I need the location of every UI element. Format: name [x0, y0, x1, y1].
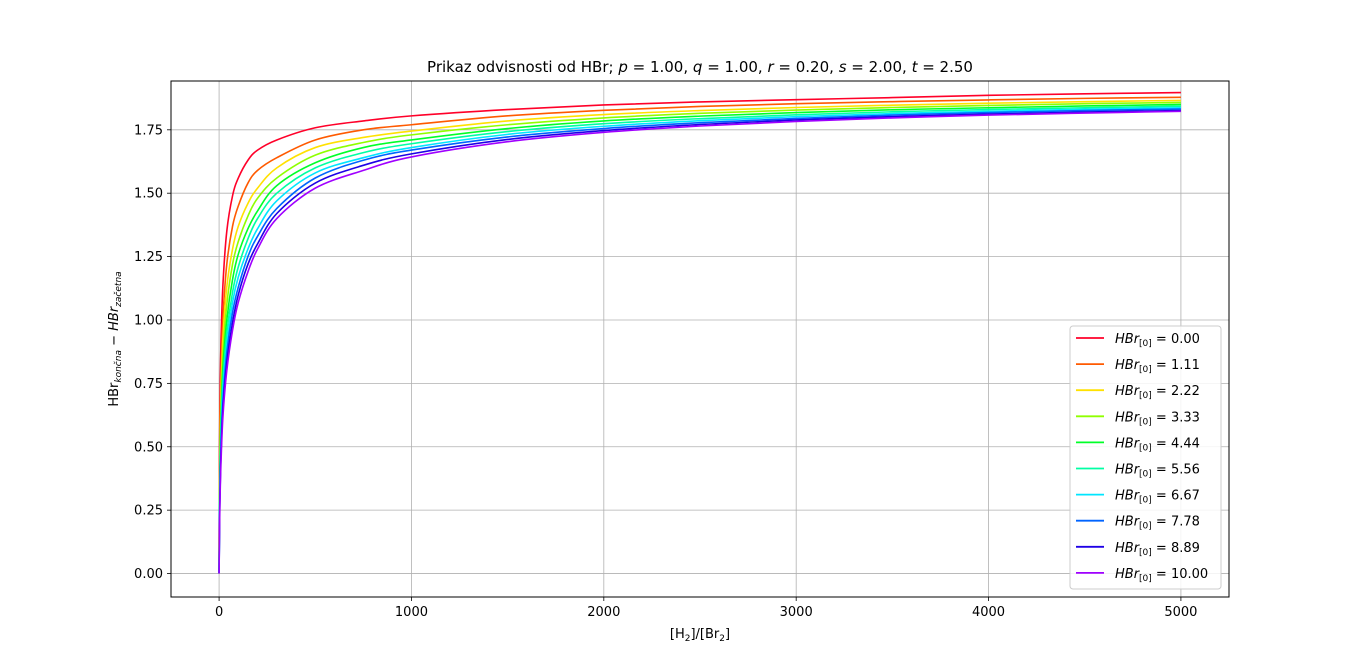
series-line-7 — [218, 108, 1181, 574]
legend-label: HBr[0] = 6.67 — [1115, 489, 1200, 506]
y-tick-label: 0.50 — [134, 440, 163, 455]
legend-entry-7: HBr[0] = 7.78 — [1076, 515, 1200, 532]
x-tick-label: 3000 — [780, 605, 813, 620]
legend-label: HBr[0] = 1.11 — [1115, 358, 1200, 375]
x-tick-label: 2000 — [587, 605, 620, 620]
series-line-5 — [218, 105, 1181, 574]
y-tick-label: 0.25 — [134, 504, 163, 519]
y-axis-label: HBrkončna − HBrzačetna — [107, 271, 124, 406]
legend-entry-6: HBr[0] = 6.67 — [1076, 489, 1200, 506]
series-line-4 — [218, 103, 1181, 574]
y-axis-ticks: 0.00 0.25 0.50 0.75 1.00 1.25 1.50 1.75 — [134, 123, 171, 582]
legend-box — [1069, 325, 1222, 590]
y-tick-label: 0.00 — [134, 567, 163, 582]
plot-area-frame — [170, 80, 1230, 598]
series-line-3 — [218, 101, 1181, 574]
y-tick-label: 1.00 — [134, 313, 163, 328]
series-line-2 — [218, 99, 1181, 574]
x-axis-label: [H2]/[Br2] — [670, 627, 730, 644]
chart-title: Prikaz odvisnosti od HBr; p = 1.00, q = … — [427, 58, 973, 76]
series-line-8 — [218, 109, 1181, 574]
legend-label: HBr[0] = 0.00 — [1115, 332, 1200, 349]
x-tick-label: 0 — [215, 605, 223, 620]
legend-entry-5: HBr[0] = 5.56 — [1076, 463, 1200, 480]
legend: HBr[0] = 0.00 HBr[0] = 1.11 HBr[0] = 2.22 H… — [1069, 325, 1222, 590]
legend-label: HBr[0] = 7.78 — [1115, 515, 1200, 532]
legend-label: HBr[0] = 8.89 — [1115, 541, 1200, 558]
x-tick-label: 4000 — [972, 605, 1005, 620]
legend-entry-0: HBr[0] = 0.00 — [1076, 332, 1200, 349]
series-line-1 — [218, 96, 1181, 574]
series-line-9 — [218, 110, 1181, 574]
legend-entry-3: HBr[0] = 3.33 — [1076, 410, 1200, 427]
y-tick-label: 1.25 — [134, 250, 163, 265]
legend-label: HBr[0] = 2.22 — [1115, 384, 1200, 401]
x-tick-label: 5000 — [1164, 605, 1197, 620]
y-tick-label: 1.50 — [134, 187, 163, 202]
y-tick-label: 0.75 — [134, 377, 163, 392]
legend-entry-8: HBr[0] = 8.89 — [1076, 541, 1200, 558]
series-lines — [218, 91, 1181, 574]
legend-entry-4: HBr[0] = 4.44 — [1076, 436, 1200, 453]
legend-label: HBr[0] = 10.00 — [1115, 567, 1208, 584]
legend-entry-9: HBr[0] = 10.00 — [1076, 567, 1208, 584]
y-tick-label: 1.75 — [134, 123, 163, 138]
series-line-0 — [218, 91, 1181, 574]
legend-label: HBr[0] = 4.44 — [1115, 436, 1200, 453]
legend-entry-1: HBr[0] = 1.11 — [1076, 358, 1200, 375]
x-axis-ticks: 0 1000 2000 3000 4000 5000 — [215, 597, 1197, 620]
series-line-6 — [218, 106, 1181, 574]
legend-label: HBr[0] = 3.33 — [1115, 410, 1200, 427]
x-tick-label: 1000 — [395, 605, 428, 620]
legend-entry-2: HBr[0] = 2.22 — [1076, 384, 1200, 401]
legend-label: HBr[0] = 5.56 — [1115, 463, 1200, 480]
